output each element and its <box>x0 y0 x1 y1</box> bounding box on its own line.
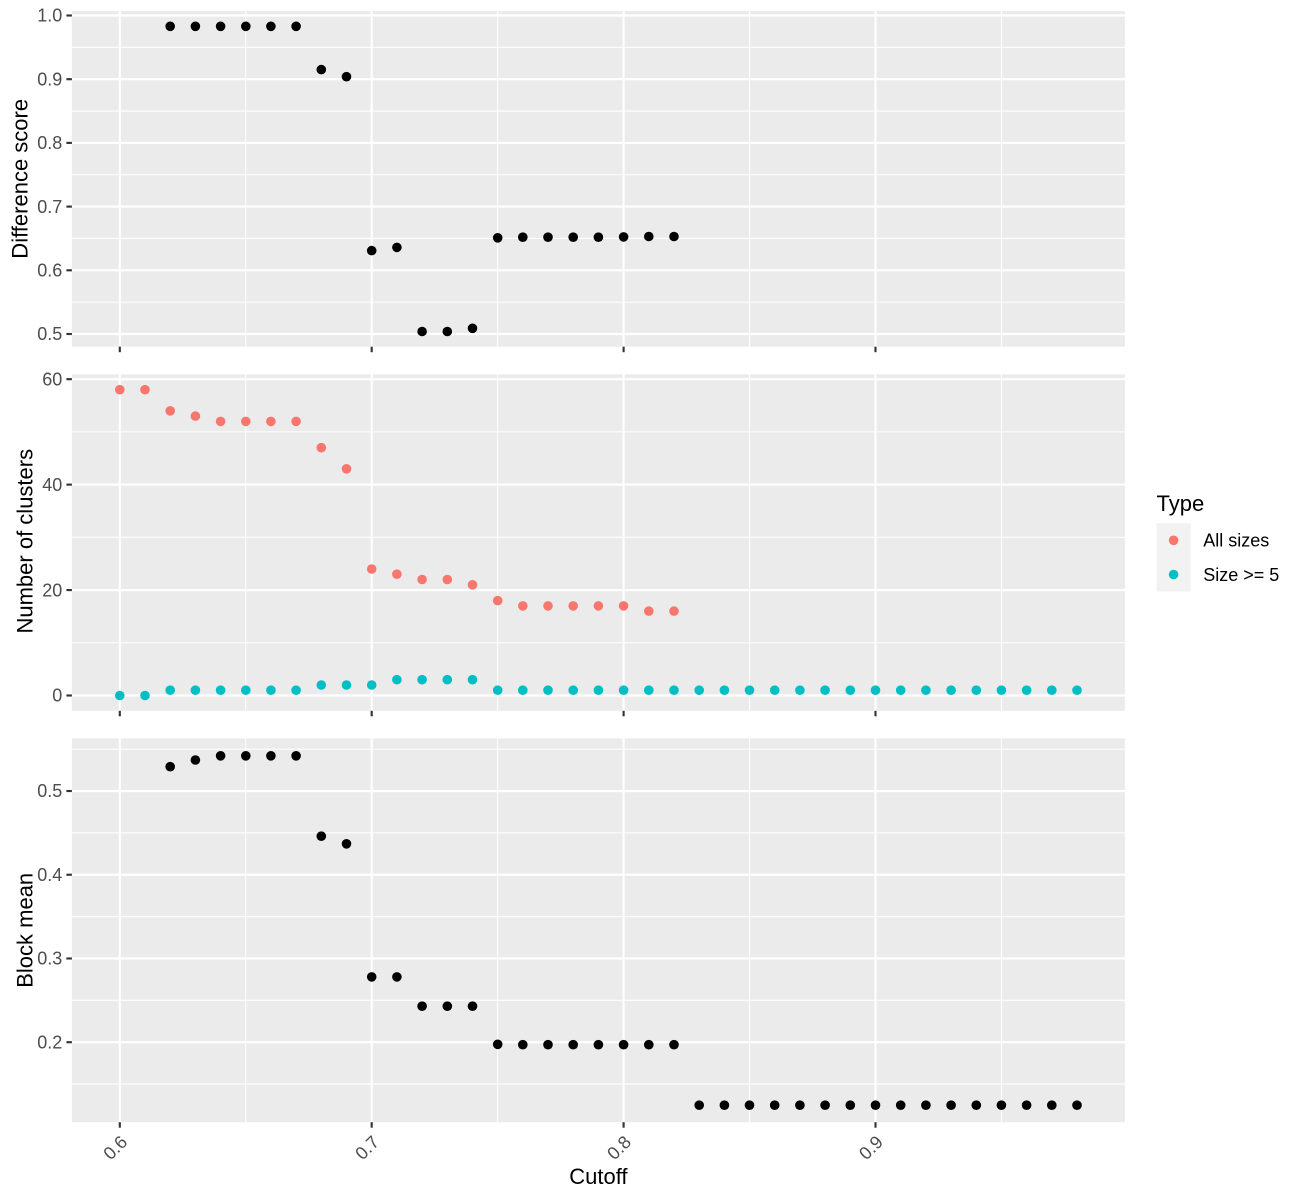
svg-text:0.5: 0.5 <box>37 324 62 344</box>
svg-text:Block mean: Block mean <box>12 873 37 988</box>
svg-text:1.0: 1.0 <box>37 6 62 26</box>
svg-text:0.7: 0.7 <box>37 197 62 217</box>
svg-text:0.2: 0.2 <box>37 1032 62 1052</box>
svg-text:20: 20 <box>42 580 62 600</box>
svg-text:0.8: 0.8 <box>37 133 62 153</box>
svg-text:All sizes: All sizes <box>1203 531 1269 551</box>
svg-text:60: 60 <box>42 369 62 389</box>
svg-text:40: 40 <box>42 475 62 495</box>
svg-text:0.9: 0.9 <box>37 69 62 89</box>
svg-text:0.5: 0.5 <box>37 781 62 801</box>
svg-text:0.3: 0.3 <box>37 949 62 969</box>
svg-text:Type: Type <box>1157 491 1205 516</box>
svg-text:Cutoff: Cutoff <box>569 1164 628 1189</box>
svg-text:0.6: 0.6 <box>37 261 62 281</box>
svg-text:Size >= 5: Size >= 5 <box>1203 565 1279 585</box>
svg-text:0.4: 0.4 <box>37 865 62 885</box>
svg-text:Number of clusters: Number of clusters <box>13 449 38 634</box>
svg-text:Difference score: Difference score <box>8 99 33 259</box>
svg-text:0: 0 <box>52 686 62 706</box>
